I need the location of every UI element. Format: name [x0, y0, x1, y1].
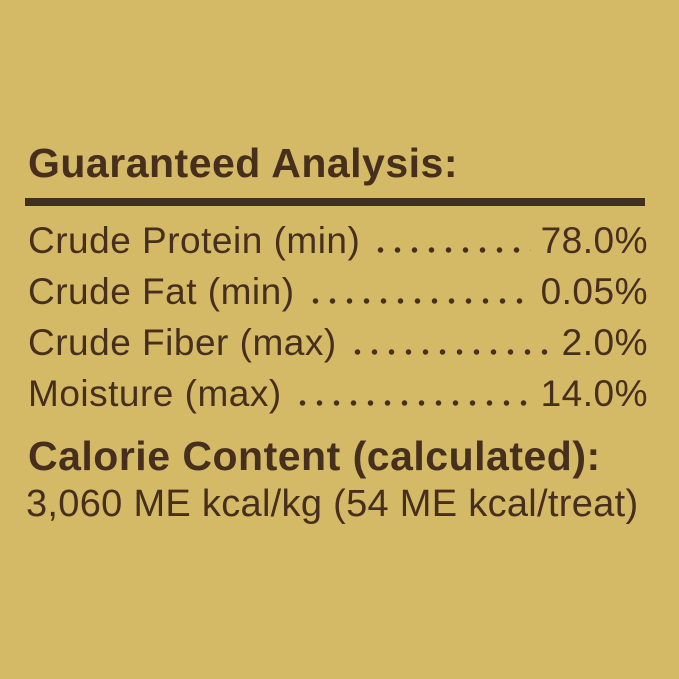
analysis-row-crude-fat: Crude Fat (min) 0.05%	[28, 266, 648, 317]
dot-leader	[348, 349, 552, 355]
calorie-content-title: Calorie Content (calculated):	[28, 433, 601, 479]
analysis-rows: Crude Protein (min) 78.0% Crude Fat (min…	[28, 215, 648, 419]
nutrient-label: Crude Protein (min)	[28, 220, 361, 261]
dot-leader	[306, 298, 531, 304]
nutrient-value: 14.0%	[540, 373, 648, 414]
dot-leader	[293, 400, 531, 406]
analysis-row-crude-fiber: Crude Fiber (max) 2.0%	[28, 317, 648, 368]
dot-leader	[372, 247, 531, 253]
analysis-row-crude-protein: Crude Protein (min) 78.0%	[28, 215, 648, 266]
analysis-row-moisture: Moisture (max) 14.0%	[28, 368, 648, 419]
calorie-content-value: 3,060 ME kcal/kg (54 ME kcal/treat)	[26, 483, 639, 525]
title-divider-rule	[25, 198, 645, 206]
nutrient-label: Moisture (max)	[28, 373, 282, 414]
guaranteed-analysis-title: Guaranteed Analysis:	[28, 140, 459, 186]
nutrient-label: Crude Fat (min)	[28, 271, 295, 312]
nutrient-value: 78.0%	[540, 220, 648, 261]
nutrient-value: 2.0%	[561, 322, 648, 363]
nutrient-label: Crude Fiber (max)	[28, 322, 337, 363]
nutrient-value: 0.05%	[540, 271, 648, 312]
